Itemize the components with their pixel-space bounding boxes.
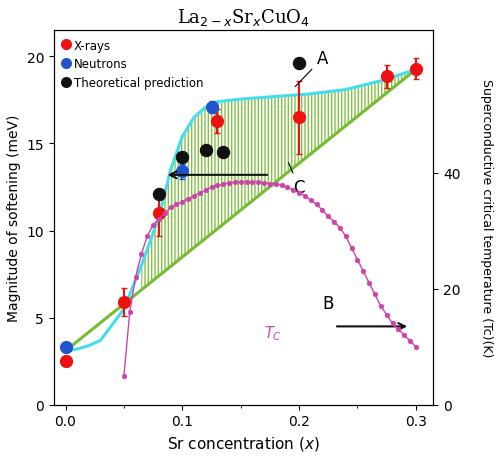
Point: [202, 146, 209, 154]
Text: $T_C$: $T_C$: [264, 323, 282, 342]
Title: La$_{2-x}$Sr$_x$CuO$_4$: La$_{2-x}$Sr$_x$CuO$_4$: [177, 7, 310, 28]
Text: A: A: [295, 50, 328, 87]
Point: [219, 149, 227, 157]
Point: [295, 61, 303, 68]
Y-axis label: Superconductive critical temperature (Tc)(K): Superconductive critical temperature (Tc…: [480, 79, 493, 357]
Point: [178, 154, 186, 162]
Text: C: C: [288, 163, 305, 197]
X-axis label: Sr concentration ($x$): Sr concentration ($x$): [167, 434, 320, 452]
Point: [155, 191, 163, 198]
Y-axis label: Magnitude of softening (meV): Magnitude of softening (meV): [7, 115, 21, 321]
Legend: X-rays, Neutrons, Theoretical prediction: X-rays, Neutrons, Theoretical prediction: [60, 37, 206, 93]
Text: B: B: [322, 295, 334, 313]
